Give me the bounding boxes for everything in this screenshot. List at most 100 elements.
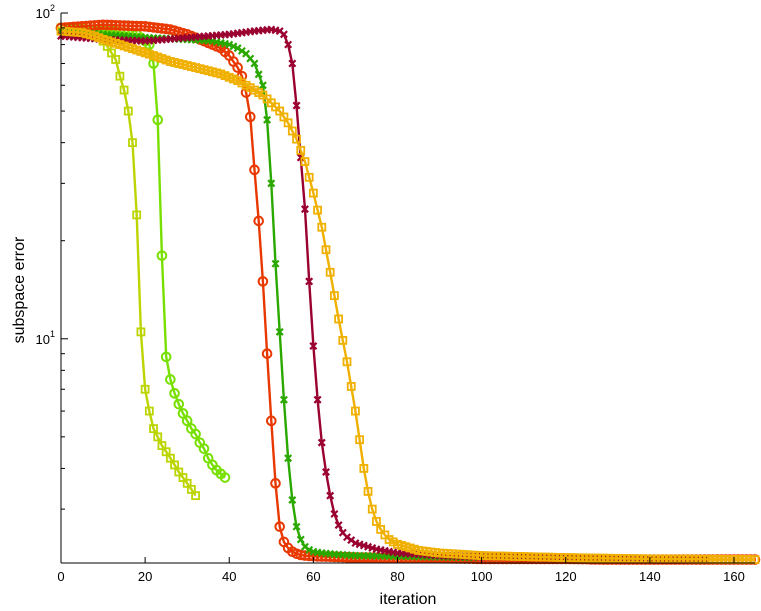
x-tick-label: 100	[471, 569, 493, 584]
data-point	[225, 40, 234, 49]
data-point	[270, 478, 281, 489]
y-tick-label: 102	[36, 3, 55, 21]
data-point	[244, 111, 256, 123]
data-point	[288, 496, 297, 504]
data-point	[372, 517, 381, 526]
data-point	[152, 114, 164, 126]
data-point	[313, 395, 322, 404]
data-point	[342, 357, 352, 367]
data-point	[305, 277, 314, 286]
data-point	[160, 351, 172, 363]
data-point	[346, 382, 356, 391]
x-tick-label: 40	[222, 569, 236, 584]
data-point	[115, 71, 125, 81]
x-tick-label: 0	[57, 569, 64, 584]
data-point	[300, 205, 309, 214]
data-point	[156, 250, 168, 261]
data-point	[173, 398, 185, 410]
x-ticks: 0 20 40 60 80 100 120 140 160	[57, 557, 745, 584]
y-axis-label: subspace error	[11, 236, 28, 343]
data-point	[136, 327, 146, 337]
series-layer	[55, 19, 761, 565]
data-point	[249, 164, 260, 176]
data-point	[292, 101, 301, 110]
series-1-line	[60, 26, 197, 497]
data-point	[232, 62, 243, 73]
data-point	[111, 55, 121, 64]
data-point	[253, 215, 264, 227]
x-axis-label: iteration	[380, 591, 437, 608]
data-point	[266, 415, 277, 427]
data-point	[198, 443, 210, 454]
axes	[60, 13, 755, 564]
x-tick-label: 20	[138, 569, 152, 584]
data-point	[304, 172, 314, 182]
data-point	[292, 522, 301, 531]
data-point	[275, 327, 284, 336]
y-tick-base: 10	[36, 332, 50, 347]
data-point	[279, 30, 288, 39]
series-1	[56, 23, 200, 501]
data-point	[288, 59, 297, 68]
data-point	[250, 59, 259, 68]
series-3-line	[60, 23, 755, 561]
y-tick-exponent: 2	[50, 3, 55, 13]
data-point	[140, 384, 150, 394]
data-point	[322, 468, 330, 476]
data-point	[334, 521, 343, 530]
data-point	[351, 406, 360, 416]
x-tick-label: 60	[306, 569, 320, 584]
data-point	[309, 342, 318, 351]
data-point	[305, 545, 314, 554]
data-point	[181, 415, 193, 427]
x-tick-label: 120	[555, 569, 577, 584]
data-point	[367, 504, 377, 514]
data-point	[169, 388, 180, 399]
data-point	[287, 126, 297, 136]
data-point	[258, 81, 267, 90]
data-point	[261, 348, 273, 359]
data-point	[279, 395, 288, 404]
data-point	[283, 118, 293, 128]
data-point	[144, 406, 154, 416]
x-tick-label: 80	[390, 569, 404, 584]
x-tick-label: 160	[723, 569, 745, 584]
data-point	[363, 487, 373, 496]
data-point	[153, 432, 163, 442]
data-point	[254, 70, 263, 79]
data-point	[326, 491, 335, 500]
data-point	[355, 435, 365, 445]
data-point	[165, 374, 176, 385]
data-point	[317, 438, 326, 447]
data-point	[191, 491, 200, 501]
series-4-line	[60, 29, 474, 559]
data-point	[359, 464, 369, 473]
data-point	[292, 134, 301, 144]
data-point	[149, 424, 158, 434]
series-3	[55, 19, 761, 565]
data-point	[321, 245, 331, 255]
data-point	[219, 472, 231, 483]
x-tick-label: 140	[639, 569, 661, 584]
data-point	[329, 291, 339, 301]
data-point	[317, 222, 327, 232]
data-point	[132, 210, 142, 220]
series-2-line	[60, 26, 226, 479]
data-point	[284, 454, 293, 463]
data-point	[119, 85, 129, 95]
data-point	[190, 428, 201, 440]
data-point	[300, 157, 310, 166]
series-6	[56, 26, 760, 564]
data-point	[257, 276, 269, 287]
series-2	[55, 22, 231, 483]
data-point	[284, 40, 293, 49]
data-point	[128, 138, 137, 148]
data-point	[267, 179, 276, 188]
series-4	[57, 27, 478, 562]
data-point	[274, 521, 286, 532]
data-point	[334, 314, 344, 324]
y-tick-base: 10	[36, 6, 50, 21]
data-point	[338, 335, 348, 345]
